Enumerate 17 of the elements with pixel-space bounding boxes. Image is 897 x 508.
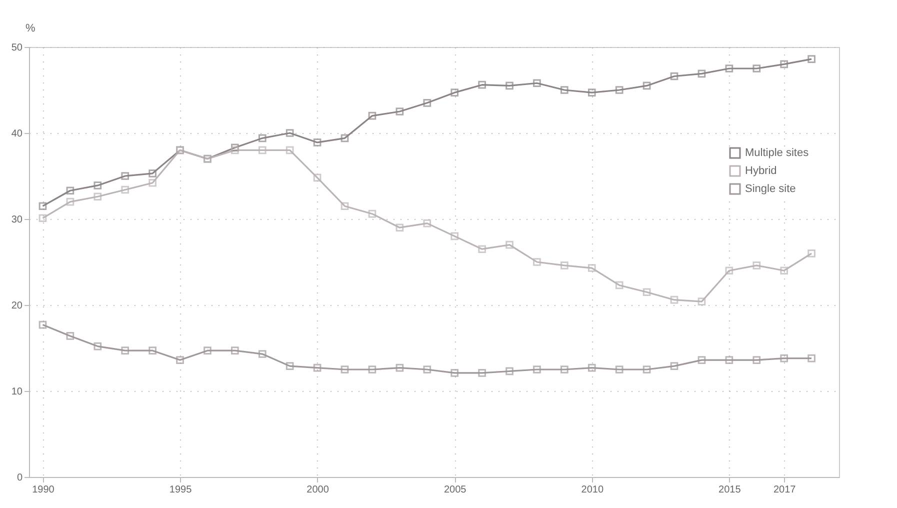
y-axis-title: % [26,22,36,34]
y-tick-label: 30 [11,214,23,226]
y-tick-label: 40 [11,128,23,140]
y-tick-label: 50 [11,42,23,54]
y-tick-label: 0 [16,472,23,484]
legend-label: Multiple sites [745,147,810,159]
y-tick-label: 10 [11,386,23,398]
x-tick-label: 1995 [169,484,192,496]
x-tick-label: 2010 [581,484,604,496]
x-tick-label: 1990 [32,484,55,496]
y-tick-label: 20 [11,300,23,312]
legend-label: Hybrid [745,165,777,177]
x-tick-label: 2005 [444,484,467,496]
x-tick-label: 2017 [773,484,796,496]
x-tick-label: 2000 [306,484,330,496]
x-tick-label: 2015 [718,484,742,496]
legend-label: Single site [745,183,796,195]
